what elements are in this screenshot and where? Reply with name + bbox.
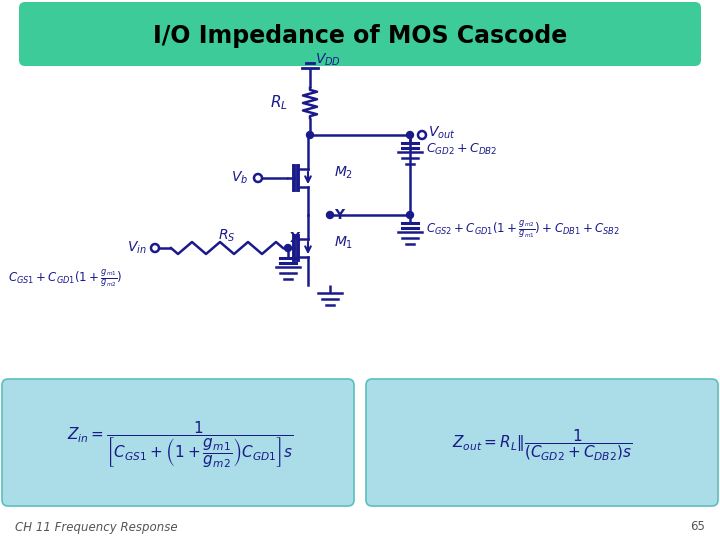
Text: $R_L$: $R_L$ <box>270 93 288 112</box>
Text: $R_S$: $R_S$ <box>218 228 235 244</box>
Text: CH 11 Frequency Response: CH 11 Frequency Response <box>15 521 178 534</box>
Text: $M_2$: $M_2$ <box>334 165 354 181</box>
Circle shape <box>307 132 313 138</box>
Text: $C_{GD2}+C_{DB2}$: $C_{GD2}+C_{DB2}$ <box>426 141 498 157</box>
Text: Y: Y <box>334 208 344 222</box>
FancyBboxPatch shape <box>19 2 701 66</box>
Text: $V_b$: $V_b$ <box>231 170 248 186</box>
Text: $V_{DD}$: $V_{DD}$ <box>315 52 341 68</box>
Text: $Z_{out} = R_L \| \dfrac{1}{(C_{GD2}+C_{DB2})s}$: $Z_{out} = R_L \| \dfrac{1}{(C_{GD2}+C_{… <box>451 428 632 463</box>
Text: I/O Impedance of MOS Cascode: I/O Impedance of MOS Cascode <box>153 24 567 48</box>
FancyBboxPatch shape <box>2 379 354 506</box>
FancyBboxPatch shape <box>366 379 718 506</box>
Text: $Z_{in} = \dfrac{1}{\left[C_{GS1}+\left(1+\dfrac{g_{m1}}{g_{m2}}\right)C_{GD1}\r: $Z_{in} = \dfrac{1}{\left[C_{GS1}+\left(… <box>67 420 293 470</box>
Text: 65: 65 <box>690 521 705 534</box>
Text: X: X <box>290 231 301 245</box>
Circle shape <box>284 245 292 252</box>
Circle shape <box>407 212 413 219</box>
Circle shape <box>326 212 333 219</box>
Text: $V_{out}$: $V_{out}$ <box>428 125 456 141</box>
Text: $V_{in}$: $V_{in}$ <box>127 240 147 256</box>
Circle shape <box>407 132 413 138</box>
Text: $C_{GS2}+C_{GD1}(1+\frac{g_{m2}}{g_{m1}})+C_{DB1}+C_{SB2}$: $C_{GS2}+C_{GD1}(1+\frac{g_{m2}}{g_{m1}}… <box>426 218 620 240</box>
Text: $M_1$: $M_1$ <box>334 235 354 251</box>
Text: $C_{GS1}+C_{GD1}(1+\frac{g_{m1}}{g_{m2}})$: $C_{GS1}+C_{GD1}(1+\frac{g_{m1}}{g_{m2}}… <box>8 267 122 289</box>
